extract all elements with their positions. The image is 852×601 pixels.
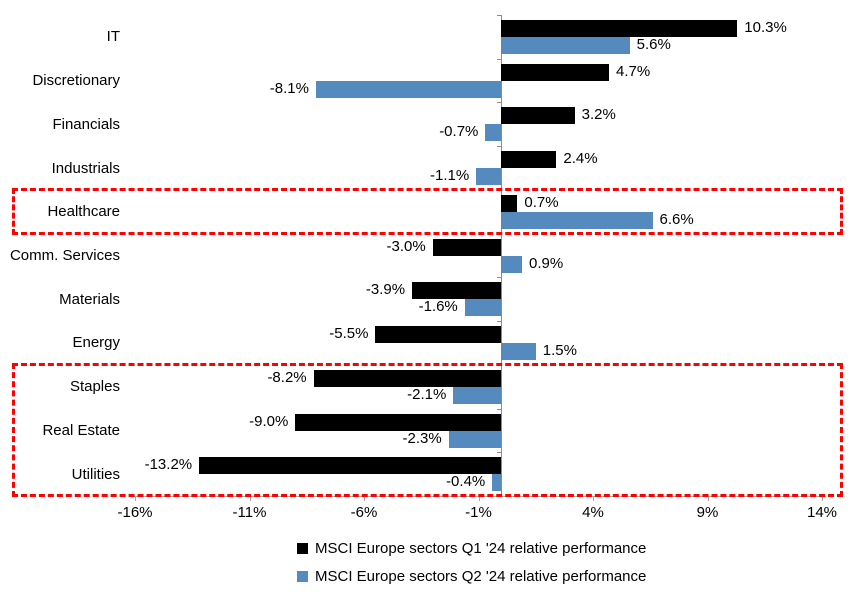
bar-series2 [453,386,502,404]
bar-series2 [501,37,630,54]
bar-series2 [501,211,653,229]
value-label: -1.1% [430,167,470,185]
x-axis-tick [822,496,823,501]
bar-series1 [501,151,557,169]
category-axis-tick [497,277,502,279]
value-label: 2.4% [563,150,598,168]
x-axis-tick [364,496,365,501]
x-axis-tick-label: 4% [582,504,604,521]
category-axis-tick [497,408,502,410]
x-axis-tick [593,496,594,501]
value-label: -13.2% [144,456,193,474]
x-axis-tick [249,496,251,501]
x-axis-tick [707,496,709,501]
value-label: -5.5% [329,325,369,343]
value-label: 5.6% [636,36,671,53]
healthcare-highlight [12,187,843,235]
category-label: Energy [72,334,120,352]
category-axis-tick [497,58,502,60]
bar-series2 [464,299,502,317]
category-label: Utilities [71,465,120,483]
legend-swatch-q1-icon [297,542,308,554]
value-label: -2.1% [407,385,447,403]
bar-series1 [501,63,610,81]
x-axis-tick [478,496,480,501]
x-axis-tick-label: -1% [465,504,492,521]
bar-series1 [199,457,502,475]
value-label: -3.9% [365,281,406,299]
category-axis-tick [497,321,502,323]
legend-swatch-q2-icon [297,570,308,582]
bar-series1 [501,107,575,125]
x-axis-tick-label: 14% [806,504,838,521]
x-axis-tick-label: 9% [696,504,719,521]
legend-label-q2: MSCI Europe sectors Q2 '24 relative perf… [315,567,647,585]
legend-item-q1: MSCI Europe sectors Q1 '24 relative perf… [297,539,646,557]
value-label: 3.2% [581,106,616,124]
legend-item-q2: MSCI Europe sectors Q2 '24 relative perf… [297,567,646,585]
x-axis-tick-label: -11% [232,504,267,521]
value-label: -3.0% [386,237,426,255]
bar-series2 [501,255,522,273]
category-label: IT [106,28,120,46]
value-label: 4.7% [616,62,651,80]
bar-series2 [485,124,502,142]
legend-label-q1: MSCI Europe sectors Q1 '24 relative perf… [315,539,647,557]
value-label: -8.1% [269,79,309,97]
bar-series1 [375,326,502,344]
category-axis-tick [497,189,502,191]
bar-series2 [492,474,502,492]
category-axis-line [501,15,503,496]
x-axis-tick-label: -6% [350,504,378,521]
category-axis-tick [497,364,502,366]
value-label: 10.3% [744,19,787,36]
category-label: Discretionary [32,72,120,90]
category-label: Real Estate [42,421,120,439]
bar-series2 [448,430,502,448]
bar-series1 [295,413,502,431]
category-axis-tick [497,233,502,235]
x-axis-tick [135,496,136,501]
category-axis-tick [497,496,502,497]
bar-series2 [501,343,536,361]
bar-series1 [501,20,738,37]
category-axis-tick [497,452,502,454]
category-label: Materials [59,290,120,308]
bar-series1 [501,194,518,212]
bar-series1 [432,238,502,256]
value-label: 0.9% [529,254,564,272]
category-label: Comm. Services [9,246,120,264]
category-label: Financials [52,115,120,133]
bar-series2 [476,168,502,186]
bar-series2 [315,80,502,98]
value-label: -2.3% [402,429,442,447]
value-label: -9.0% [249,412,289,430]
category-axis-tick [497,15,502,16]
value-label: -0.7% [439,123,479,141]
category-axis-tick [497,146,502,148]
bar-series1 [313,369,502,387]
x-axis-tick-label: -16% [117,504,153,521]
category-label: Staples [69,378,120,396]
bar-series1 [412,282,502,300]
value-label: -0.4% [446,473,486,491]
category-axis-tick [497,102,502,104]
value-label: 1.5% [542,342,577,360]
value-label: -8.2% [267,368,307,386]
value-label: -1.6% [418,298,458,316]
value-label: 0.7% [524,193,559,211]
category-label: Industrials [51,159,120,177]
category-label: Healthcare [47,203,120,221]
value-label: 6.6% [659,210,694,228]
